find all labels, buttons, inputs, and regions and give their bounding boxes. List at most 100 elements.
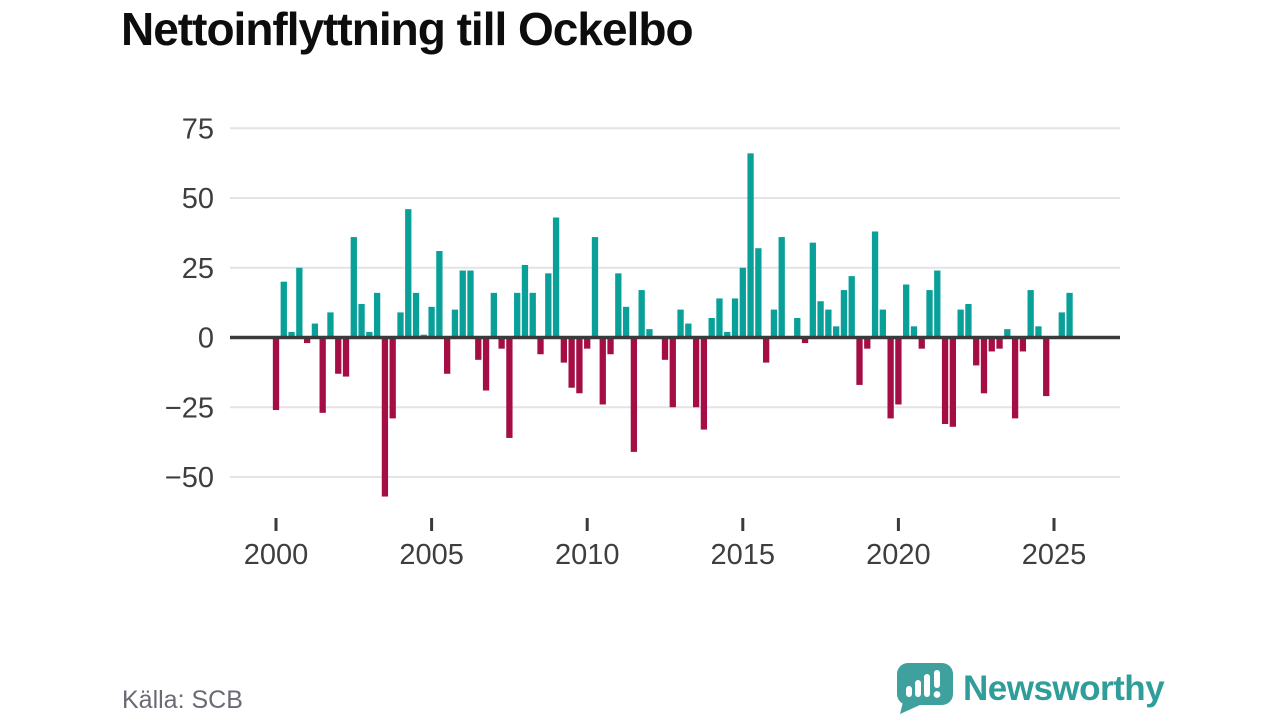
bar	[545, 273, 552, 338]
bar	[342, 337, 350, 377]
y-axis-tick-label: −50	[165, 462, 214, 494]
bar	[335, 337, 342, 374]
newsworthy-logo-icon	[897, 663, 953, 714]
bar	[724, 331, 731, 338]
bar	[412, 292, 420, 338]
bar	[599, 337, 606, 405]
bar	[1011, 337, 1019, 419]
bar	[903, 284, 910, 338]
x-axis-tick-label: 2000	[244, 539, 309, 571]
bar	[327, 312, 334, 338]
bar	[1019, 337, 1027, 352]
bar	[770, 309, 778, 338]
bar	[700, 337, 708, 430]
bar	[661, 337, 669, 360]
bar	[506, 337, 513, 438]
bar	[459, 270, 466, 338]
bar	[381, 337, 389, 497]
bar	[755, 248, 762, 338]
bar	[319, 337, 326, 413]
bar	[529, 292, 536, 338]
bar	[521, 264, 529, 338]
x-axis-tick-label: 2020	[866, 539, 931, 571]
bar	[1027, 290, 1034, 338]
y-axis-tick-label: 0	[198, 323, 214, 355]
bar	[809, 242, 816, 338]
bar	[568, 337, 575, 388]
bar	[482, 337, 490, 391]
bar	[731, 298, 739, 338]
bar	[1058, 312, 1065, 338]
newsworthy-logo: Newsworthy	[896, 662, 1165, 715]
bar	[980, 337, 988, 394]
bar	[638, 290, 645, 338]
bar	[397, 312, 404, 338]
source-label: Källa: SCB	[122, 686, 243, 714]
bar	[778, 237, 785, 338]
bar	[973, 337, 980, 366]
bar	[646, 329, 653, 338]
bar	[957, 309, 964, 338]
bar	[677, 309, 684, 338]
bar	[840, 290, 848, 338]
bar	[490, 292, 497, 338]
bar	[428, 306, 435, 338]
bar	[716, 298, 723, 338]
bar	[833, 326, 840, 338]
bar	[762, 337, 770, 363]
x-axis-tick-label: 2005	[399, 539, 464, 571]
bar	[708, 317, 715, 338]
chart-title: Nettoinflyttning till Ockelbo	[121, 3, 694, 55]
bar	[514, 292, 521, 338]
bar	[350, 237, 357, 338]
bar	[685, 323, 692, 338]
bar	[576, 337, 583, 394]
bar	[871, 231, 879, 338]
bar	[965, 304, 972, 338]
bar	[895, 337, 902, 405]
bar	[389, 337, 396, 419]
bar	[288, 331, 295, 338]
bar	[560, 337, 568, 363]
bar	[475, 337, 482, 360]
newsworthy-logo-text: Newsworthy	[963, 668, 1165, 708]
bar	[311, 323, 319, 338]
bar	[949, 337, 957, 427]
bar	[669, 337, 676, 408]
bar	[591, 237, 599, 338]
bar	[467, 270, 474, 338]
bar	[801, 337, 809, 344]
bar	[910, 326, 918, 338]
bar	[996, 337, 1003, 349]
bar	[615, 273, 622, 338]
bar	[444, 337, 451, 374]
bar	[941, 337, 949, 424]
bar	[584, 337, 591, 349]
bar	[405, 209, 412, 338]
bar	[918, 337, 925, 349]
y-axis-tick-label: −25	[165, 392, 214, 424]
bar	[373, 292, 381, 338]
y-axis-tick-label: 25	[182, 253, 214, 285]
bar	[934, 270, 941, 338]
bar	[692, 337, 700, 408]
bar	[537, 337, 544, 355]
bar	[436, 251, 443, 338]
bar	[272, 337, 280, 411]
bar	[607, 337, 614, 355]
bar	[622, 306, 630, 338]
bar	[864, 337, 871, 349]
bar	[280, 281, 287, 338]
bar	[498, 337, 505, 349]
bar	[747, 153, 754, 338]
bar	[451, 309, 459, 338]
bar	[1035, 326, 1042, 338]
x-axis-tick-label: 2025	[1022, 539, 1087, 571]
bar	[358, 304, 365, 338]
bar	[739, 267, 746, 338]
bar	[887, 337, 894, 419]
x-axis-tick-label: 2010	[555, 539, 620, 571]
y-axis-tick-label: 75	[182, 113, 214, 145]
bar	[988, 337, 995, 352]
bar	[1043, 337, 1050, 397]
